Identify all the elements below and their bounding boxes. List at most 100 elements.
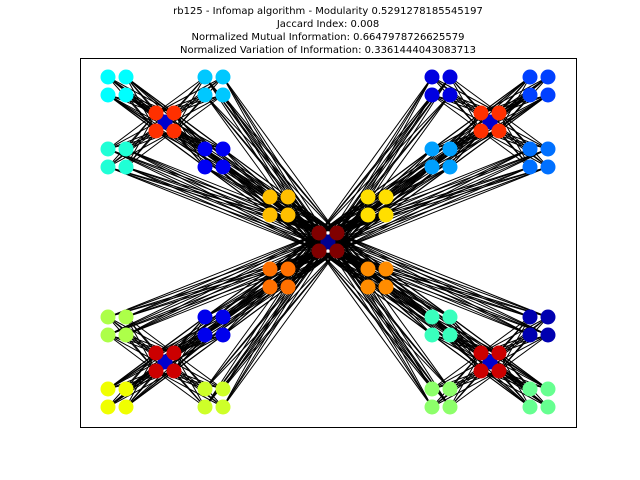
edge xyxy=(125,166,338,252)
graph-node xyxy=(540,399,556,415)
edge xyxy=(431,76,500,114)
graph-node xyxy=(197,309,213,325)
edge xyxy=(269,214,320,252)
graph-node xyxy=(215,69,231,85)
graph-node xyxy=(442,309,458,325)
edge xyxy=(269,232,320,270)
graph-node xyxy=(148,105,164,121)
graph-node xyxy=(491,105,507,121)
graph-node xyxy=(215,159,231,175)
edge xyxy=(431,130,500,168)
edge xyxy=(125,166,320,252)
graph-node xyxy=(197,381,213,397)
graph-node xyxy=(148,123,164,139)
graph-node xyxy=(100,69,116,85)
graph-node xyxy=(522,327,538,343)
edge xyxy=(336,232,451,390)
edge xyxy=(431,130,482,150)
title-line-1: rb125 - Infomap algorithm - Modularity 0… xyxy=(173,6,483,17)
graph-node xyxy=(329,225,345,241)
graph-node xyxy=(197,399,213,415)
graph-node xyxy=(522,399,538,415)
edge xyxy=(173,370,206,408)
edge xyxy=(449,76,500,114)
graph-node xyxy=(118,141,134,157)
graph-node xyxy=(197,159,213,175)
edge xyxy=(222,232,320,408)
edge xyxy=(222,250,338,408)
edge xyxy=(222,166,338,234)
graph-node xyxy=(262,261,278,277)
edge xyxy=(498,112,549,150)
graph-node xyxy=(491,363,507,379)
graph-node xyxy=(424,69,440,85)
graph-node xyxy=(473,363,489,379)
graph-node xyxy=(540,309,556,325)
edge xyxy=(336,250,451,408)
edge xyxy=(498,334,549,372)
graph-node xyxy=(442,141,458,157)
title-line-4: Normalized Variation of Information: 0.3… xyxy=(180,45,476,56)
graph-node xyxy=(197,87,213,103)
edge xyxy=(173,112,224,150)
edge xyxy=(318,250,369,288)
graph-node xyxy=(100,399,116,415)
graph-node xyxy=(100,309,116,325)
graph-node xyxy=(473,105,489,121)
graph-node xyxy=(215,87,231,103)
edge xyxy=(336,214,387,252)
graph-node xyxy=(100,141,116,157)
graph-node xyxy=(166,363,182,379)
nodes-layer xyxy=(100,69,556,415)
graph-node xyxy=(118,399,134,415)
graph-node xyxy=(118,309,134,325)
edge xyxy=(173,76,206,132)
edge xyxy=(107,316,175,354)
edge xyxy=(318,76,433,234)
graph-node xyxy=(491,345,507,361)
graph-node xyxy=(473,345,489,361)
graph-node xyxy=(280,189,296,205)
graph-node xyxy=(100,87,116,103)
edge xyxy=(318,166,549,234)
graph-node xyxy=(118,381,134,397)
graph-node xyxy=(473,123,489,139)
edge xyxy=(431,94,482,132)
edge xyxy=(107,130,157,150)
graph-node xyxy=(197,69,213,85)
graph-node xyxy=(424,141,440,157)
edge xyxy=(173,130,224,150)
hub-core-node xyxy=(159,356,171,368)
edge xyxy=(431,370,500,408)
graph-node xyxy=(540,141,556,157)
edge xyxy=(155,370,206,390)
graph-node xyxy=(166,105,182,121)
graph-node xyxy=(424,381,440,397)
edge xyxy=(318,166,433,234)
edge xyxy=(107,112,157,150)
graph-node xyxy=(280,279,296,295)
edge xyxy=(318,94,433,234)
hub-core-node xyxy=(484,116,496,128)
graph-node xyxy=(442,327,458,343)
graph-node xyxy=(522,87,538,103)
graph-node xyxy=(215,327,231,343)
edge xyxy=(318,214,369,234)
graph-node xyxy=(442,399,458,415)
edge xyxy=(318,232,549,318)
title-line-3: Normalized Mutual Information: 0.6647978… xyxy=(192,32,465,43)
graph-node xyxy=(522,141,538,157)
edge xyxy=(125,232,320,318)
edge xyxy=(222,76,338,234)
graph-node xyxy=(215,309,231,325)
edge xyxy=(173,130,206,168)
edge xyxy=(449,130,500,168)
edge xyxy=(498,130,549,150)
graph-node xyxy=(424,309,440,325)
graph-node xyxy=(215,141,231,157)
edge xyxy=(498,130,531,168)
edge xyxy=(107,232,320,318)
graph-node xyxy=(540,159,556,175)
edge xyxy=(269,232,320,288)
graph-node xyxy=(491,123,507,139)
